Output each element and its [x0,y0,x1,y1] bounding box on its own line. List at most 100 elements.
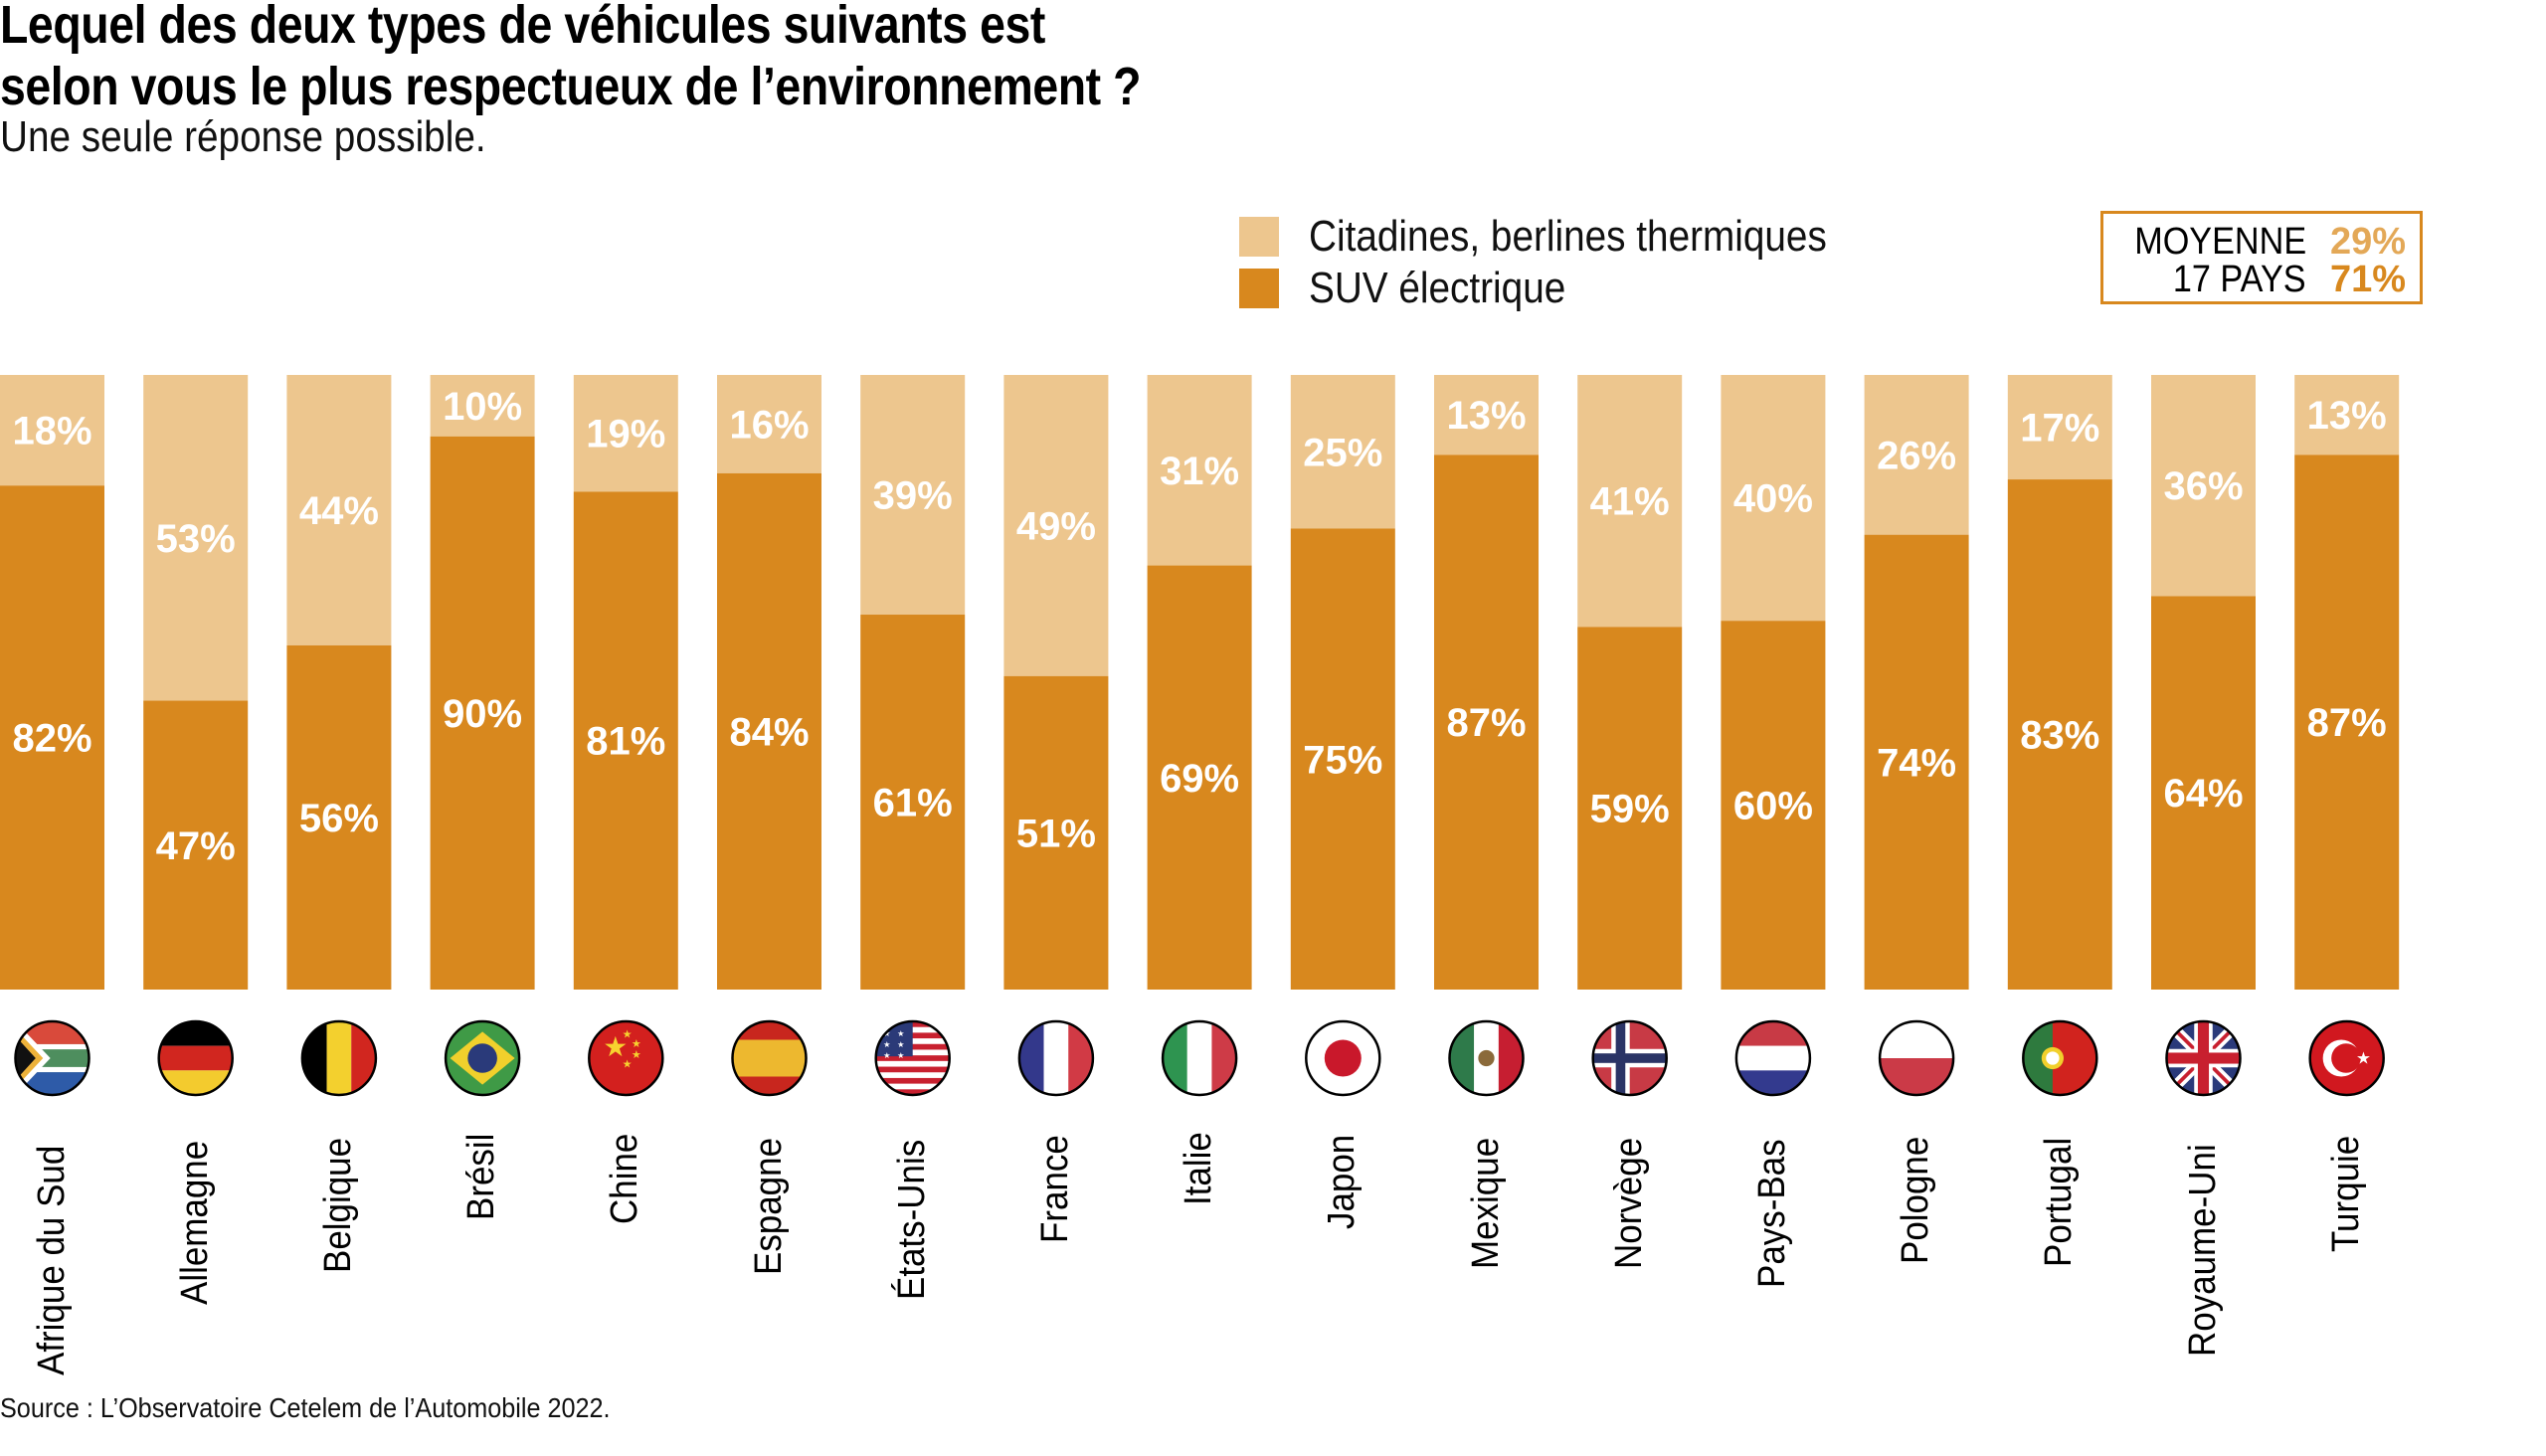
source-note: Source : L’Observatoire Cetelem de l’Aut… [0,1392,611,1423]
data-label-suv: 87% [2307,701,2387,745]
flag-outline [874,1019,951,1097]
bar-segment-thermal [286,375,392,645]
svg-text:★: ★ [632,1048,641,1061]
bar-segment-suv [2294,455,2400,991]
data-label-thermal: 25% [1303,431,1382,474]
data-label-suv: 69% [1160,757,1239,801]
bar-segment-suv [573,491,678,990]
bar-segment-suv [0,485,104,990]
bar-group: 13% 87% [2294,375,2400,991]
title-line-1: Lequel des deux types de véhicules suiva… [0,0,1045,55]
data-label-thermal: 13% [2307,394,2387,438]
bar-segment-thermal [1434,375,1539,455]
bar-group: 53% 47% [143,375,249,990]
svg-text:★: ★ [883,1050,890,1060]
data-label-thermal: 39% [873,474,953,518]
bar-segment-suv [1003,675,1109,990]
x-tick-label: Brésil [460,1133,503,1221]
data-label-suv: 56% [299,797,379,840]
legend-swatch-thermal [1239,217,1279,257]
data-label-thermal: 13% [1446,394,1526,438]
bar-group: 10% 90% [430,375,535,990]
flag-outline [1017,1019,1095,1097]
bar-segment-thermal [860,375,966,616]
x-tick-label: Royaume-Uni [2181,1144,2224,1358]
data-label-thermal: 53% [156,517,236,561]
x-tick-label: États-Unis [890,1140,933,1301]
flag-outline [14,1019,91,1097]
flag-outline [588,1019,664,1097]
bar-segment-suv [430,436,535,990]
bar-group: 19% 81% [573,375,678,990]
bar-segment-suv [1721,621,1826,990]
bar-group: 49% 51% [1003,375,1109,990]
svg-text:★: ★ [623,1028,633,1041]
data-label-thermal: 26% [1877,434,1956,477]
bar-group: 31% 69% [1147,375,1252,990]
data-label-suv: 90% [443,692,522,736]
bar-group: 13% 87% [1434,375,1539,991]
chart-title: Lequel des deux types de véhicules suiva… [0,0,1142,117]
flag-outline [1591,1019,1668,1097]
data-label-thermal: 31% [1160,450,1239,493]
flag-outline [1305,1019,1381,1097]
x-tick-label: Pologne [1895,1137,1937,1265]
bar-segment-suv [860,615,966,990]
bars-group: 18% 82% 53% 47% 44% 56% 10% 90% 19% 81% 16% 84% 39% 6… [0,375,2400,991]
bar-group: 17% 83% [2007,375,2112,990]
bar-segment-thermal [2007,375,2112,480]
bar-group: 18% 82% [0,375,104,990]
x-tick-label: Afrique du Sud [30,1146,73,1376]
flag-outline [2165,1019,2242,1097]
flag-outline [2022,1019,2098,1097]
title-line-2: selon vous le plus respectueux de l’envi… [0,57,1142,116]
data-label-thermal: 44% [299,489,379,533]
average-value-thermal: 29% [2329,221,2406,263]
svg-text:★: ★ [623,1057,633,1070]
flag-spain-icon [732,1021,807,1095]
bar-segment-suv [717,472,821,990]
x-tick-label: Norvège [1607,1137,1650,1269]
x-tick-label: Portugal [2038,1137,2081,1267]
x-tick-label: Chine [604,1133,646,1225]
bar-segment-thermal [1577,375,1683,628]
bar-segment-thermal [717,375,821,473]
data-label-thermal: 19% [586,413,665,456]
legend-label-suv: SUV électrique [1309,264,1566,312]
bar-segment-thermal [1290,375,1395,529]
bar-segment-thermal [430,375,535,437]
svg-text:★: ★ [897,1050,904,1060]
flag-portugal-icon [2023,1021,2097,1095]
average-label-line1: MOYENNE [2134,221,2306,263]
average-row-thermal: MOYENNE 29% [2115,222,2406,262]
x-tick-label: Japon [1321,1134,1364,1229]
bar-segment-thermal [143,375,249,701]
average-box: MOYENNE 29% 17 PAYS 71% [2100,211,2423,304]
data-label-thermal: 16% [729,403,809,447]
bar-group: 40% 60% [1721,375,1826,990]
bar-segment-thermal [1147,375,1252,566]
flag-outline [1878,1019,1955,1097]
bar-group: 16% 84% [717,375,821,990]
x-tick-label: Turquie [2324,1136,2367,1253]
flag-brazil-icon [446,1021,520,1095]
data-label-suv: 75% [1303,738,1382,782]
data-label-suv: 51% [1016,812,1096,855]
x-tick-label: Italie [1178,1132,1220,1206]
data-label-suv: 47% [156,824,236,868]
bar-segment-thermal [2294,375,2400,455]
flag-outline [731,1019,808,1097]
bar-segment-thermal [2151,375,2256,597]
data-label-thermal: 10% [443,385,522,429]
flag-outline [444,1019,521,1097]
x-tick-label: Belgique [316,1137,359,1273]
data-label-suv: 81% [586,720,665,764]
bar-group: 25% 75% [1290,375,1395,990]
average-value-suv: 71% [2329,259,2406,300]
x-tick-label: Espagne [747,1138,790,1276]
bar-segment-suv [286,644,392,990]
data-label-thermal: 17% [2020,407,2099,451]
flag-turkey-icon: ★ [2309,1021,2384,1095]
data-label-suv: 83% [2020,714,2099,758]
